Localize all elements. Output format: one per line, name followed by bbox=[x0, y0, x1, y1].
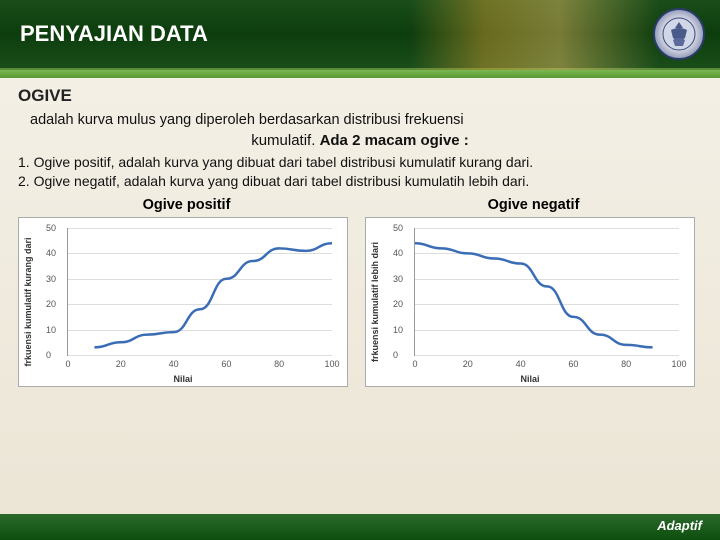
chart-left-title: Ogive positif bbox=[18, 197, 355, 213]
logo-badge bbox=[653, 8, 705, 60]
definition-line1: adalah kurva mulus yang diperoleh berdas… bbox=[18, 110, 702, 130]
slide-footer: Adaptif bbox=[0, 514, 720, 540]
chart-right-xlabel: Nilai bbox=[520, 374, 539, 384]
chart-left-box: frkuensi kumulatif kurang dari 010203040… bbox=[18, 217, 348, 387]
chart-right-box: frkuensi kumulatif lebih dari 0102030405… bbox=[365, 217, 695, 387]
accent-bar bbox=[0, 70, 720, 78]
list-item-1: 1. Ogive positif, adalah kurva yang dibu… bbox=[18, 153, 702, 172]
footer-text: Adaptif bbox=[657, 518, 702, 533]
chart-right-title: Ogive negatif bbox=[365, 197, 702, 213]
section-subtitle: OGIVE bbox=[18, 86, 702, 106]
chart-left-col: Ogive positif frkuensi kumulatif kurang … bbox=[18, 197, 355, 387]
chart-left-xlabel: Nilai bbox=[173, 374, 192, 384]
ogive-list: 1. Ogive positif, adalah kurva yang dibu… bbox=[18, 153, 702, 191]
content-area: OGIVE adalah kurva mulus yang diperoleh … bbox=[0, 78, 720, 387]
chart-right-col: Ogive negatif frkuensi kumulatif lebih d… bbox=[365, 197, 702, 387]
macam-label: Ada 2 macam ogive : bbox=[320, 132, 469, 149]
chart-left-ylabel: frkuensi kumulatif kurang dari bbox=[23, 232, 33, 372]
slide-header: PENYAJIAN DATA bbox=[0, 0, 720, 70]
definition-suffix: kumulatif. bbox=[251, 132, 315, 149]
list-item-2: 2. Ogive negatif, adalah kurva yang dibu… bbox=[18, 172, 702, 191]
definition-line2: kumulatif. Ada 2 macam ogive : bbox=[18, 132, 702, 149]
charts-row: Ogive positif frkuensi kumulatif kurang … bbox=[18, 197, 702, 387]
chart-right-plot: 01020304050020406080100 bbox=[414, 228, 679, 356]
chart-right-ylabel: frkuensi kumulatif lebih dari bbox=[370, 232, 380, 372]
header-decoration bbox=[410, 0, 660, 70]
page-title: PENYAJIAN DATA bbox=[20, 21, 208, 47]
chart-left-plot: 01020304050020406080100 bbox=[67, 228, 332, 356]
